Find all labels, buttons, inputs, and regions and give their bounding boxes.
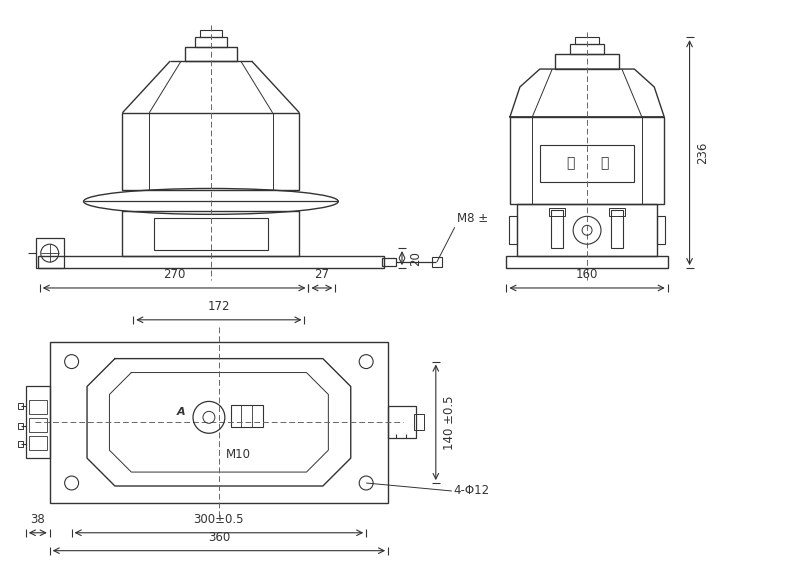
Bar (432, 257, 442, 267)
Bar (414, 414, 424, 431)
Bar (195, 37, 227, 47)
Bar (29, 436, 47, 450)
Bar (49, 342, 388, 503)
Bar (507, 256, 668, 268)
Bar (122, 113, 299, 190)
Bar (18, 441, 23, 447)
Bar (122, 211, 299, 256)
Bar (570, 44, 604, 54)
Bar (200, 31, 222, 37)
Bar (551, 210, 563, 248)
Bar (26, 386, 49, 458)
Text: 38: 38 (30, 513, 45, 526)
Text: 27: 27 (314, 268, 330, 281)
Text: 160: 160 (576, 268, 598, 281)
Bar (517, 205, 657, 256)
Text: 236: 236 (697, 141, 709, 164)
Text: 20: 20 (409, 251, 422, 266)
Bar (36, 238, 64, 268)
Text: 牌: 牌 (600, 157, 608, 171)
Text: 4-Φ12: 4-Φ12 (454, 484, 490, 497)
Bar (185, 47, 237, 61)
Bar (154, 218, 268, 250)
Bar (38, 256, 384, 268)
Bar (609, 208, 625, 216)
Bar (611, 210, 623, 248)
Bar (657, 216, 665, 244)
Bar (549, 208, 565, 216)
Bar (555, 54, 619, 69)
Text: 172: 172 (207, 300, 230, 313)
Text: 铭: 铭 (566, 157, 575, 171)
Bar (388, 406, 416, 438)
Text: M8 ±: M8 ± (456, 212, 488, 225)
Text: 270: 270 (163, 268, 185, 281)
Bar (575, 37, 599, 44)
Text: 360: 360 (207, 531, 230, 544)
Bar (18, 423, 23, 429)
Text: 140 ±0.5: 140 ±0.5 (443, 395, 456, 450)
Bar (18, 403, 23, 410)
Text: 300±0.5: 300±0.5 (194, 513, 244, 526)
Bar (29, 418, 47, 432)
Bar (382, 258, 396, 266)
Text: A: A (177, 407, 185, 418)
Bar (510, 117, 664, 205)
Bar (539, 145, 634, 182)
Text: M10: M10 (227, 447, 251, 460)
Bar (231, 406, 263, 427)
Bar (29, 401, 47, 414)
Bar (509, 216, 517, 244)
